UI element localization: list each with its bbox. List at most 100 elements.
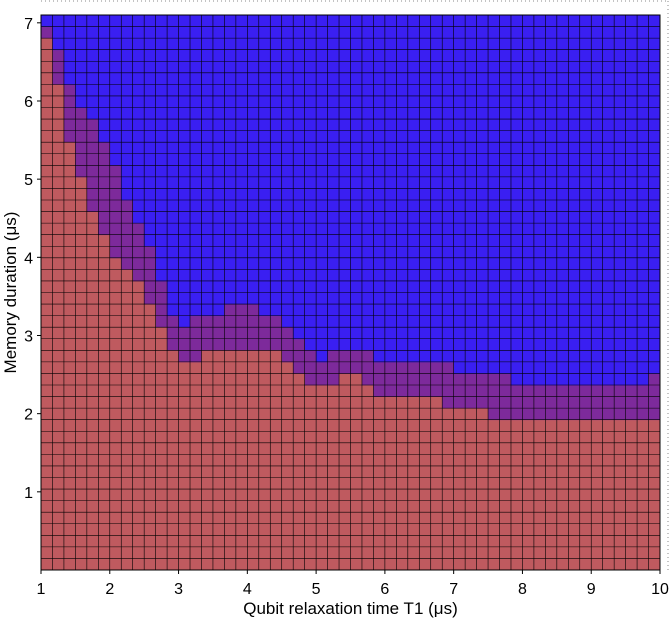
heatmap-cell: [384, 15, 397, 27]
heatmap-cell: [350, 257, 363, 270]
heatmap-cell: [41, 257, 53, 270]
heatmap-cell: [258, 431, 271, 444]
heatmap-cell: [533, 119, 546, 132]
heatmap-cell: [316, 211, 328, 224]
heatmap-cell: [212, 361, 225, 374]
heatmap-cell: [293, 338, 306, 351]
heatmap-cell: [637, 304, 649, 317]
heatmap-cell: [648, 535, 661, 548]
heatmap-cell: [614, 338, 627, 351]
heatmap-cell: [86, 234, 99, 247]
heatmap-cell: [98, 38, 111, 51]
heatmap-cell: [361, 200, 374, 212]
heatmap-cell: [41, 523, 53, 536]
heatmap-cell: [327, 396, 340, 409]
heatmap-cell: [614, 408, 627, 421]
heatmap-cell: [86, 477, 99, 490]
heatmap-cell: [98, 489, 111, 502]
heatmap-cell: [442, 361, 455, 374]
heatmap-cell: [190, 546, 202, 559]
heatmap-cell: [419, 246, 432, 259]
heatmap-cell: [499, 454, 512, 467]
heatmap-cell: [190, 280, 202, 293]
heatmap-cell: [556, 454, 569, 467]
heatmap-cell: [602, 292, 615, 305]
heatmap-cell: [533, 61, 546, 74]
heatmap-cell: [144, 72, 157, 85]
heatmap-cell: [98, 200, 111, 212]
heatmap-cell: [270, 84, 283, 97]
heatmap-cell: [247, 408, 260, 421]
heatmap-cell: [270, 269, 283, 282]
heatmap-cell: [430, 49, 443, 62]
heatmap-cell: [86, 385, 99, 397]
heatmap-cell: [86, 223, 99, 236]
heatmap-cell: [373, 223, 386, 236]
heatmap-cell: [86, 338, 99, 351]
heatmap-cell: [614, 350, 627, 363]
heatmap-cell: [258, 176, 271, 189]
heatmap-cell: [350, 61, 363, 74]
heatmap-cell: [396, 165, 409, 178]
heatmap-cell: [224, 15, 237, 27]
heatmap-cell: [155, 49, 168, 62]
heatmap-cell: [465, 223, 477, 236]
heatmap-cell: [75, 72, 88, 85]
heatmap-cell: [304, 176, 317, 189]
heatmap-cell: [155, 95, 168, 108]
heatmap-cell: [625, 234, 638, 247]
heatmap-cell: [224, 153, 237, 166]
heatmap-cell: [533, 396, 546, 409]
heatmap-cell: [327, 61, 340, 74]
heatmap-cell: [488, 246, 500, 259]
heatmap-cell: [488, 454, 500, 467]
heatmap-cell: [339, 454, 351, 467]
heatmap-cell: [465, 385, 477, 397]
heatmap-cell: [419, 26, 432, 39]
heatmap-cell: [224, 419, 237, 432]
heatmap-cell: [648, 396, 661, 409]
heatmap-cell: [614, 315, 627, 328]
heatmap-cell: [488, 292, 500, 305]
heatmap-cell: [522, 546, 535, 559]
heatmap-cell: [499, 188, 512, 201]
heatmap-cell: [361, 38, 374, 51]
heatmap-cell: [316, 408, 328, 421]
heatmap-cell: [258, 165, 271, 178]
heatmap-cell: [499, 61, 512, 74]
heatmap-cell: [419, 304, 432, 317]
heatmap-cell: [247, 304, 260, 317]
heatmap-cell: [556, 269, 569, 282]
heatmap-cell: [201, 350, 214, 363]
heatmap-cell: [155, 84, 168, 97]
heatmap-cell: [419, 350, 432, 363]
heatmap-cell: [637, 107, 649, 120]
heatmap-cell: [350, 84, 363, 97]
heatmap-cell: [235, 350, 248, 363]
heatmap-cell: [247, 292, 260, 305]
heatmap-cell: [63, 361, 76, 374]
heatmap-cell: [212, 465, 225, 478]
heatmap-cell: [75, 442, 88, 455]
heatmap-cell: [293, 361, 306, 374]
heatmap-cell: [316, 292, 328, 305]
heatmap-cell: [121, 431, 134, 444]
heatmap-cell: [556, 130, 569, 143]
heatmap-cell: [637, 292, 649, 305]
heatmap-cell: [579, 489, 592, 502]
heatmap-cell: [407, 327, 420, 340]
heatmap-cell: [568, 512, 581, 525]
heatmap-cell: [167, 396, 179, 409]
heatmap-cell: [602, 200, 615, 212]
heatmap-cell: [556, 338, 569, 351]
heatmap-cell: [327, 200, 340, 212]
heatmap-cell: [178, 269, 191, 282]
heatmap-cell: [52, 373, 65, 386]
heatmap-cell: [75, 546, 88, 559]
heatmap-cell: [316, 350, 328, 363]
heatmap-cell: [121, 385, 134, 397]
heatmap-cell: [648, 489, 661, 502]
heatmap-cell: [281, 142, 294, 155]
heatmap-cell: [304, 523, 317, 536]
heatmap-cell: [430, 454, 443, 467]
